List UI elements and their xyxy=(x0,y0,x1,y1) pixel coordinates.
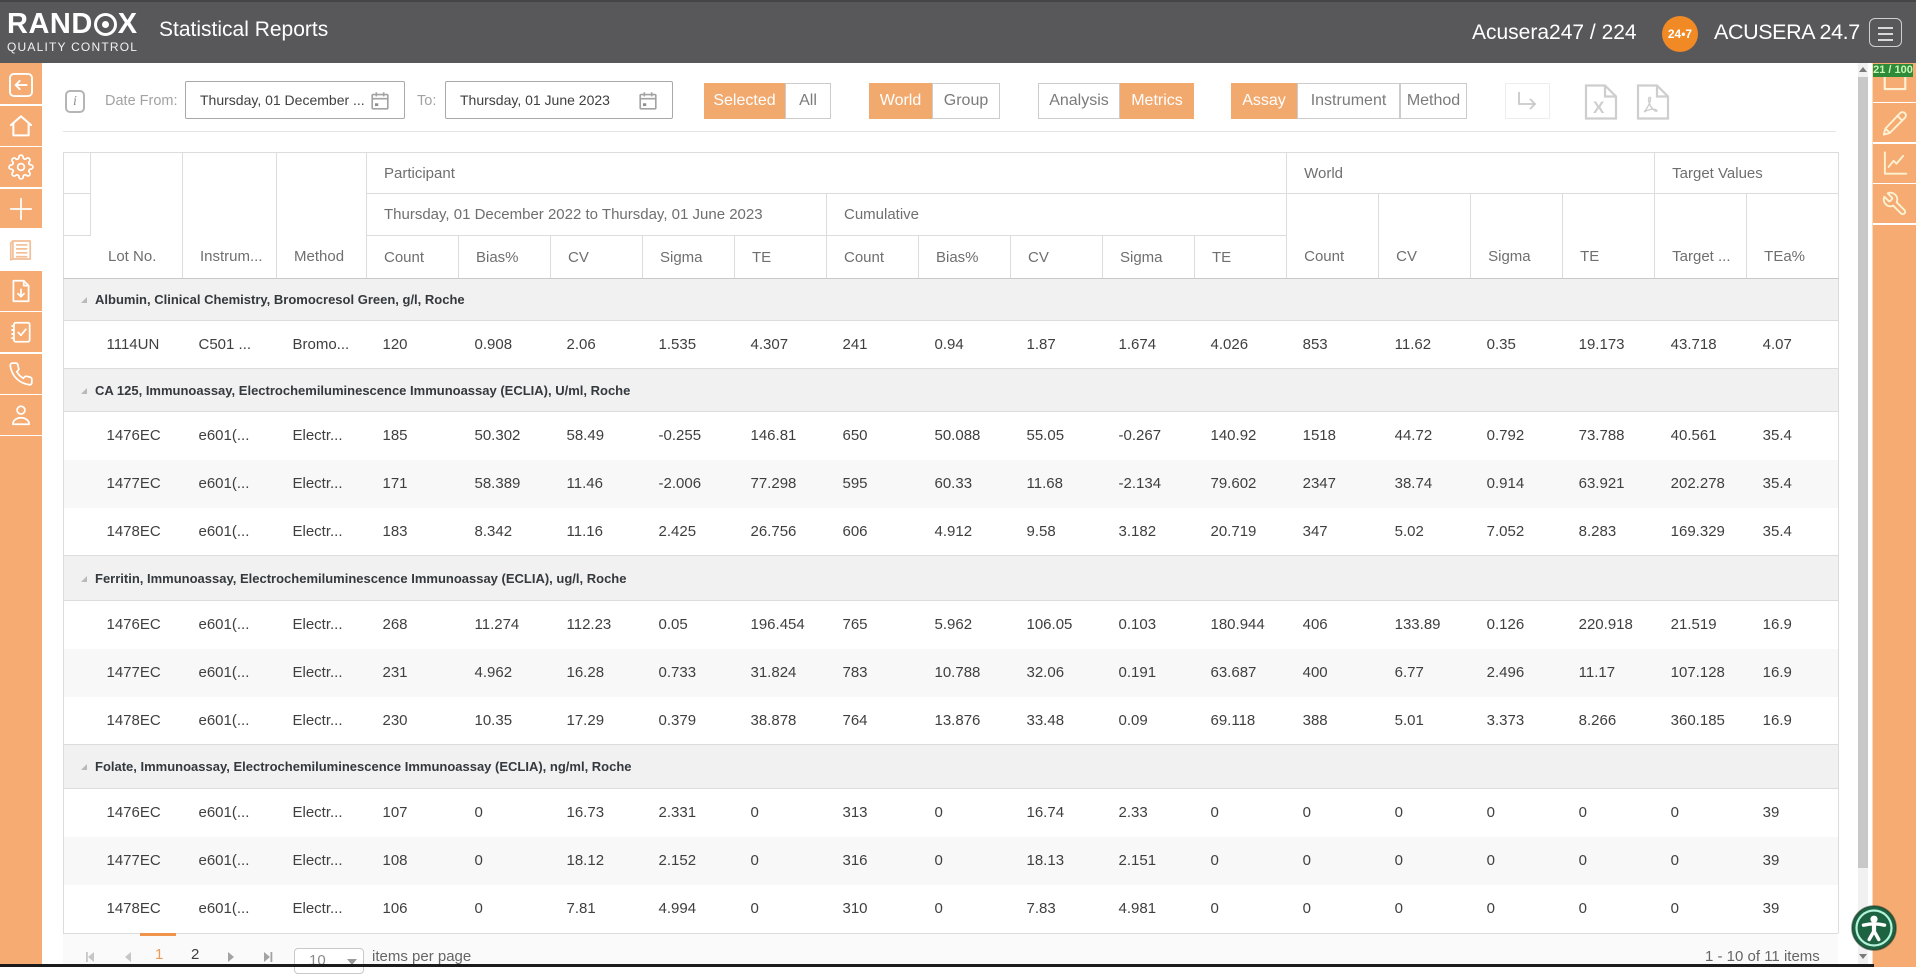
svg-text:X: X xyxy=(1593,98,1605,117)
